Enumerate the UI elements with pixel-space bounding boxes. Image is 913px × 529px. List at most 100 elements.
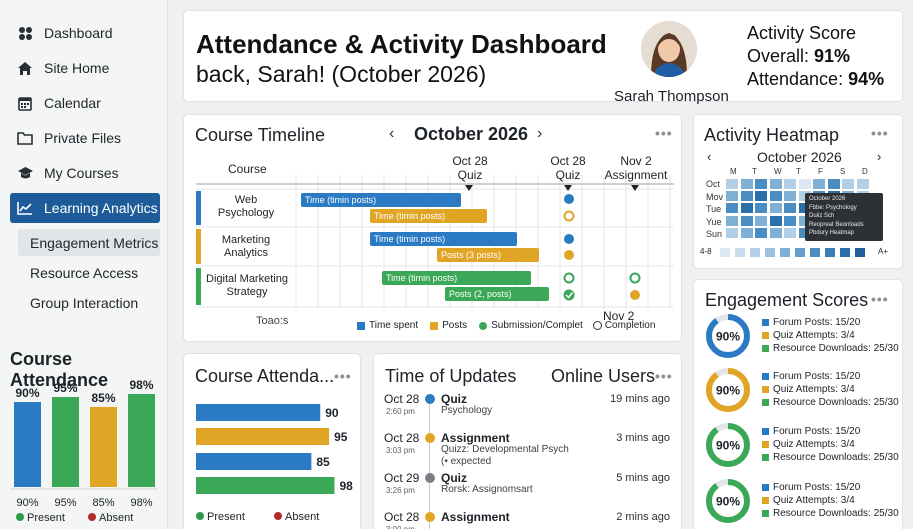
sidebar-item-label: Calendar bbox=[44, 95, 101, 111]
engagement-item[interactable]: 90% Forum Posts: 15/20 Quiz Attempts: 3/4 R… bbox=[704, 312, 899, 360]
updates-more-icon[interactable]: ••• bbox=[655, 368, 673, 384]
update-ago: 19 mins ago bbox=[610, 393, 670, 405]
heatmap-row-label: Mov bbox=[706, 191, 724, 202]
stat-swatch bbox=[762, 428, 769, 435]
heatmap-cell[interactable] bbox=[755, 215, 767, 226]
timeline-next-chevron-icon[interactable]: › bbox=[537, 125, 543, 142]
heatmap-cell[interactable] bbox=[784, 215, 796, 226]
heatmap-cell[interactable] bbox=[755, 227, 767, 238]
heatmap-cell[interactable] bbox=[755, 191, 767, 202]
heatmap-cell[interactable] bbox=[755, 179, 767, 189]
heatmap-cell[interactable] bbox=[784, 191, 796, 202]
sidebar-subitem-group-interaction[interactable]: Group Interaction bbox=[18, 289, 160, 316]
heatmap-cell[interactable] bbox=[740, 179, 753, 189]
update-dot bbox=[425, 394, 435, 404]
attendance-top-label: 85% bbox=[91, 391, 115, 405]
timeline-prev-chevron-icon[interactable]: ‹ bbox=[389, 125, 395, 142]
stat-swatch bbox=[762, 332, 769, 339]
heatmap-cell[interactable] bbox=[842, 179, 854, 189]
course-attendance-more-icon[interactable]: ••• bbox=[334, 368, 352, 384]
heatmap-cell[interactable] bbox=[769, 227, 782, 238]
activity-heatmap-title: Activity Heatmap bbox=[704, 125, 840, 145]
stat-label: Quiz Attempts: 3/4 bbox=[773, 495, 855, 506]
heatmap-cell[interactable] bbox=[784, 203, 796, 214]
marker-date: Oct 28 bbox=[452, 154, 488, 168]
sidebar-item-learning-analytics[interactable]: Learning Analytics bbox=[10, 193, 160, 223]
engagement-stat: Quiz Attempts: 3/4 bbox=[762, 495, 855, 506]
heatmap-more-icon[interactable]: ••• bbox=[871, 125, 889, 141]
engagement-stat: Quiz Attempts: 3/4 bbox=[762, 330, 855, 341]
header-card: Attendance & Activity Dashboard back, Sa… bbox=[183, 10, 903, 105]
heatmap-cell[interactable] bbox=[769, 203, 782, 214]
heatmap-cell[interactable] bbox=[769, 191, 782, 202]
timeline-bar bbox=[382, 271, 531, 285]
heatmap-prev-chevron-icon[interactable]: ‹ bbox=[707, 149, 712, 164]
engagement-item[interactable]: 90% Forum Posts: 15/20 Quiz Attempts: 3/4 R… bbox=[704, 421, 899, 469]
attendance-score-label: Attendance: bbox=[747, 69, 849, 89]
heatmap-row-label: Yue bbox=[706, 216, 722, 227]
heatmap-cell[interactable] bbox=[798, 227, 811, 238]
submission-marker bbox=[564, 194, 574, 204]
course-attendance-card: Course Attenda... ••• 90 95 85 98 Present Abs… bbox=[183, 353, 361, 529]
stat-label: Quiz Attempts: 3/4 bbox=[773, 384, 855, 395]
heatmap-cell[interactable] bbox=[798, 215, 811, 226]
heatmap-cell[interactable] bbox=[740, 215, 753, 226]
sidebar-subitem-engagement-metrics[interactable]: Engagement Metrics bbox=[18, 229, 160, 256]
sidebar-item-label: Learning Analytics bbox=[44, 200, 158, 216]
heatmap-scale-swatch bbox=[750, 248, 760, 257]
heatmap-next-chevron-icon[interactable]: › bbox=[877, 149, 882, 164]
engagement-more-icon[interactable]: ••• bbox=[871, 291, 889, 307]
sidebar-item-site-home[interactable]: Site Home bbox=[10, 53, 160, 83]
heatmap-cell[interactable] bbox=[813, 179, 825, 189]
update-row[interactable]: Oct 29 3:26 pm Quiz Rorsk: Assignomsart 5 mi… bbox=[374, 471, 680, 511]
user-name: Sarah Thompson bbox=[614, 88, 729, 105]
stat-label: Forum Posts: 15/20 bbox=[773, 426, 861, 437]
sidebar-item-my-courses[interactable]: My Courses bbox=[10, 158, 160, 188]
heatmap-cell[interactable] bbox=[726, 203, 738, 214]
heatmap-cell[interactable] bbox=[784, 227, 796, 238]
marker-type: Quiz bbox=[555, 168, 581, 182]
heatmap-scale-swatch bbox=[780, 248, 790, 257]
update-row[interactable]: Oct 283:00 pm Assignment 2 mins ago bbox=[374, 510, 680, 529]
sidebar-item-dashboard[interactable]: Dashboard bbox=[10, 18, 160, 48]
stat-label: Resource Downloads: 25/30 bbox=[773, 397, 899, 408]
avatar[interactable] bbox=[641, 21, 697, 77]
ring-progress bbox=[706, 423, 750, 467]
sidebar-item-private-files[interactable]: Private Files bbox=[10, 123, 160, 153]
heatmap-cell[interactable] bbox=[726, 179, 738, 189]
sidebar-item-label: Private Files bbox=[44, 130, 122, 146]
ring-percent: 90% bbox=[716, 330, 740, 344]
submission-check-marker bbox=[563, 289, 575, 301]
heatmap-cell[interactable] bbox=[740, 203, 753, 214]
sidebar-item-label: Site Home bbox=[44, 60, 110, 76]
attendance-hbar bbox=[196, 453, 312, 470]
heatmap-cell[interactable] bbox=[798, 191, 811, 202]
sidebar-item-calendar[interactable]: Calendar bbox=[10, 88, 160, 118]
stat-swatch bbox=[762, 454, 769, 461]
engagement-item[interactable]: 90% Forum Posts: 15/20 Quiz Attempts: 3/4 R… bbox=[704, 366, 899, 414]
heatmap-cell[interactable] bbox=[856, 179, 869, 189]
engagement-scores-title: Engagement Scores bbox=[705, 290, 869, 310]
heatmap-cell[interactable] bbox=[740, 191, 753, 202]
heatmap-cell[interactable] bbox=[755, 203, 767, 214]
update-row[interactable]: Oct 28 3:03 pm Assignment Quizz: Developmen… bbox=[374, 431, 680, 471]
timeline-more-icon[interactable]: ••• bbox=[655, 125, 673, 141]
engagement-item[interactable]: 90% Forum Posts: 15/20 Quiz Attempts: 3/4 R… bbox=[704, 477, 899, 525]
stat-swatch bbox=[762, 373, 769, 380]
heatmap-cell[interactable] bbox=[740, 227, 753, 238]
heatmap-scale-high: A+ bbox=[878, 247, 889, 256]
heatmap-cell[interactable] bbox=[726, 191, 738, 202]
update-dot bbox=[425, 433, 435, 443]
heatmap-scale-low: 4-8 bbox=[700, 247, 712, 256]
heatmap-cell[interactable] bbox=[784, 179, 796, 189]
heatmap-cell[interactable] bbox=[769, 179, 782, 189]
heatmap-cell[interactable] bbox=[726, 227, 738, 238]
heatmap-cell[interactable] bbox=[827, 179, 840, 189]
update-row[interactable]: Oct 28 2:60 pm Quiz Psychology 19 mins ago bbox=[374, 392, 680, 432]
heatmap-cell[interactable] bbox=[769, 215, 782, 226]
heatmap-cell[interactable] bbox=[726, 215, 738, 226]
heatmap-cell[interactable] bbox=[798, 179, 811, 189]
overall-score-value: 91% bbox=[814, 46, 851, 66]
sidebar-subitem-resource-access[interactable]: Resource Access bbox=[18, 259, 160, 286]
heatmap-cell[interactable] bbox=[798, 203, 811, 214]
